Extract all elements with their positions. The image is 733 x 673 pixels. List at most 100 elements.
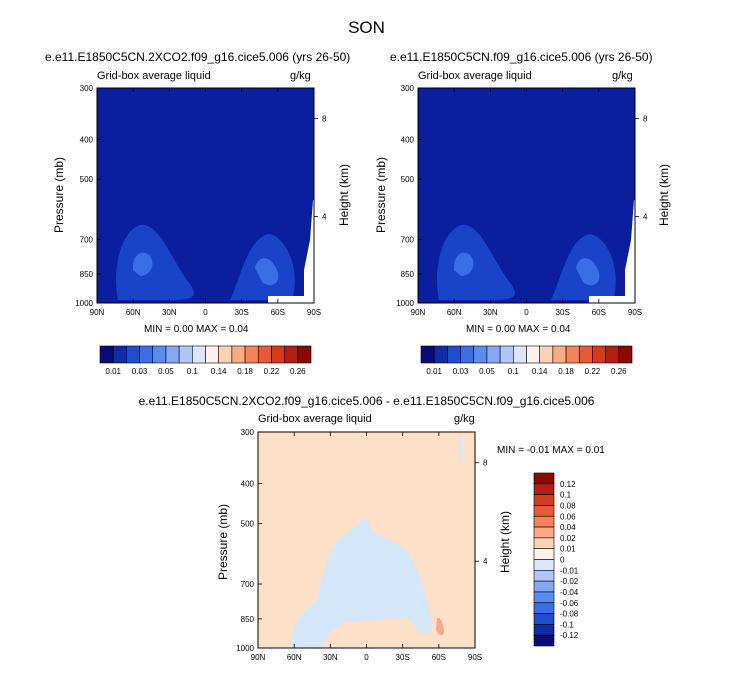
- colorbar-label: 0.04: [560, 523, 576, 532]
- y-tick-label: 850: [80, 270, 94, 279]
- season-title: SON: [348, 18, 385, 37]
- x-tick-label: 0: [364, 653, 369, 662]
- x-tick-label: 60S: [592, 308, 606, 317]
- colorbar-label: 0.01: [105, 367, 121, 376]
- x-tick-label: 30N: [483, 308, 498, 317]
- colorbar-swatch: [533, 634, 555, 647]
- colorbar-swatch: [112, 345, 127, 364]
- colorbar-swatch: [178, 345, 193, 364]
- y-tick-label: 300: [241, 428, 255, 437]
- diff-panel-stats: MIN = -0.01 MAX = 0.01: [497, 445, 605, 456]
- colorbar-label: 0.22: [585, 367, 601, 376]
- colorbar-swatch: [139, 345, 154, 364]
- diff-negative-upper: [458, 434, 463, 464]
- colorbar-swatch: [205, 345, 219, 364]
- left-contour-sh-core: [255, 258, 279, 286]
- y-tick-label: 500: [401, 175, 415, 184]
- colorbar-swatch: [565, 345, 580, 364]
- colorbar-label: -0.1: [560, 620, 574, 629]
- colorbar-swatch: [460, 345, 475, 364]
- colorbar-label: 0.05: [158, 367, 174, 376]
- colorbar-label: 0.03: [453, 367, 469, 376]
- colorbar-label: 0.14: [532, 367, 548, 376]
- diff-negative-region: [291, 517, 433, 648]
- colorbar-swatch: [592, 345, 606, 364]
- colorbar-swatch: [533, 591, 555, 604]
- right-panel-variable: Grid-box average liquid: [418, 70, 532, 82]
- x-tick-label: 60S: [432, 653, 446, 662]
- colorbar-swatch: [533, 624, 555, 636]
- colorbar-swatch: [165, 345, 180, 364]
- colorbar-swatch: [533, 472, 555, 485]
- colorbar-swatch: [533, 515, 555, 528]
- colorbar-label: -0.08: [560, 610, 579, 619]
- colorbar-label: 0.26: [611, 367, 627, 376]
- colorbar-label: 0.26: [290, 367, 306, 376]
- y-tick-label: 850: [241, 615, 255, 624]
- colorbar-label: 0.18: [237, 367, 253, 376]
- colorbar-swatch: [433, 345, 448, 364]
- colorbar-label: 0.14: [211, 367, 227, 376]
- colorbar-swatch: [447, 345, 461, 364]
- x-tick-label: 0: [524, 308, 529, 317]
- colorbar-swatch: [533, 613, 555, 625]
- x-tick-label: 60N: [126, 308, 141, 317]
- colorbar-label: -0.12: [560, 631, 579, 640]
- colorbar-swatch: [533, 570, 555, 582]
- y-tick-label: 500: [241, 520, 255, 529]
- colorbar-label: -0.04: [560, 588, 579, 597]
- left-panel-title: e.e11.E1850C5CN.2XCO2.f09_g16.cice5.006 …: [45, 50, 351, 64]
- diff-panel-units: g/kg: [454, 413, 475, 425]
- right-contour-nh-core: [453, 252, 474, 276]
- colorbar-swatch: [552, 345, 567, 364]
- right-contour-sh-core: [576, 258, 600, 286]
- colorbar-swatch: [244, 345, 259, 364]
- left-contour-nh-core: [132, 252, 153, 276]
- colorbar-swatch: [218, 345, 233, 364]
- y-right-tick-label: 4: [483, 557, 488, 566]
- colorbar-swatch: [539, 345, 554, 364]
- x-tick-label: 60S: [271, 308, 285, 317]
- y-tick-label: 1000: [75, 299, 93, 308]
- colorbar-label: 0.18: [558, 367, 574, 376]
- colorbar-right: 0.01 0.03 0.05 0.1 0.14 0.18 0.22 0.26: [420, 345, 633, 376]
- colorbar-label: 0.1: [508, 367, 520, 376]
- x-tick-label: 90S: [468, 653, 482, 662]
- left-panel-plot: [96, 87, 315, 304]
- y-tick-label: 400: [241, 480, 255, 489]
- colorbar-swatch: [152, 345, 167, 364]
- right-panel-stats: MIN = 0.00 MAX = 0.04: [466, 324, 571, 335]
- x-tick-label: 0: [203, 308, 208, 317]
- colorbar-swatch: [533, 559, 555, 571]
- axes-layer: 90N 60N 30N 0 30S 60S 90S300400500700850100084…: [75, 84, 648, 662]
- colorbar-swatch: [605, 345, 620, 364]
- colorbar-label: -0.06: [560, 599, 579, 608]
- colorbar-swatch: [284, 345, 299, 364]
- colorbar-swatch: [473, 345, 488, 364]
- diff-panel-title: e.e11.E1850C5CN.2XCO2.f09_g16.cice5.006 …: [138, 394, 595, 408]
- colorbar-swatch: [533, 483, 555, 495]
- colorbar-swatch: [499, 345, 514, 364]
- diff-panel-plot: [257, 431, 476, 649]
- colorbar-swatch: [486, 345, 501, 364]
- colorbar-label: -0.02: [560, 577, 579, 586]
- x-tick-label: 30S: [396, 653, 410, 662]
- colorbar-swatch: [297, 345, 312, 364]
- colorbar-label: 0.02: [560, 534, 576, 543]
- colorbar-swatch: [533, 548, 555, 560]
- colorbar-swatch: [533, 526, 555, 539]
- colorbar-swatch: [231, 345, 246, 364]
- colorbar-label: 0.06: [560, 512, 576, 521]
- y-right-tick-label: 4: [322, 213, 327, 222]
- left-missing-data: [268, 200, 314, 303]
- colorbar-swatch: [192, 345, 206, 364]
- y-right-tick-label: 4: [643, 213, 648, 222]
- y-right-tick-label: 8: [483, 459, 488, 468]
- colorbar-label: 0.1: [187, 367, 199, 376]
- right-panel-plot: [417, 87, 636, 304]
- colorbar-swatch: [99, 345, 114, 364]
- colorbar-swatch: [126, 345, 140, 364]
- left-contour-nh: [116, 224, 194, 300]
- y-right-tick-label: 8: [643, 115, 648, 124]
